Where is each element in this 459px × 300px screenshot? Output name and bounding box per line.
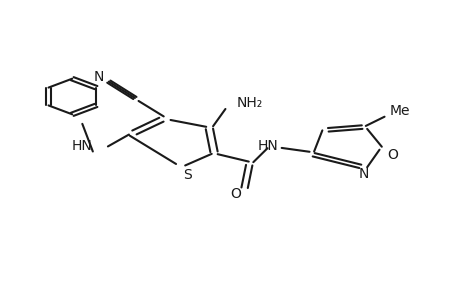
Text: NH₂: NH₂: [236, 96, 263, 110]
Text: N: N: [358, 167, 368, 182]
Text: O: O: [230, 187, 241, 201]
Text: N: N: [93, 70, 103, 84]
Text: S: S: [183, 168, 192, 182]
Text: Me: Me: [389, 104, 409, 118]
Text: HN: HN: [257, 139, 277, 153]
Text: O: O: [387, 148, 398, 162]
Text: HN: HN: [72, 139, 93, 153]
